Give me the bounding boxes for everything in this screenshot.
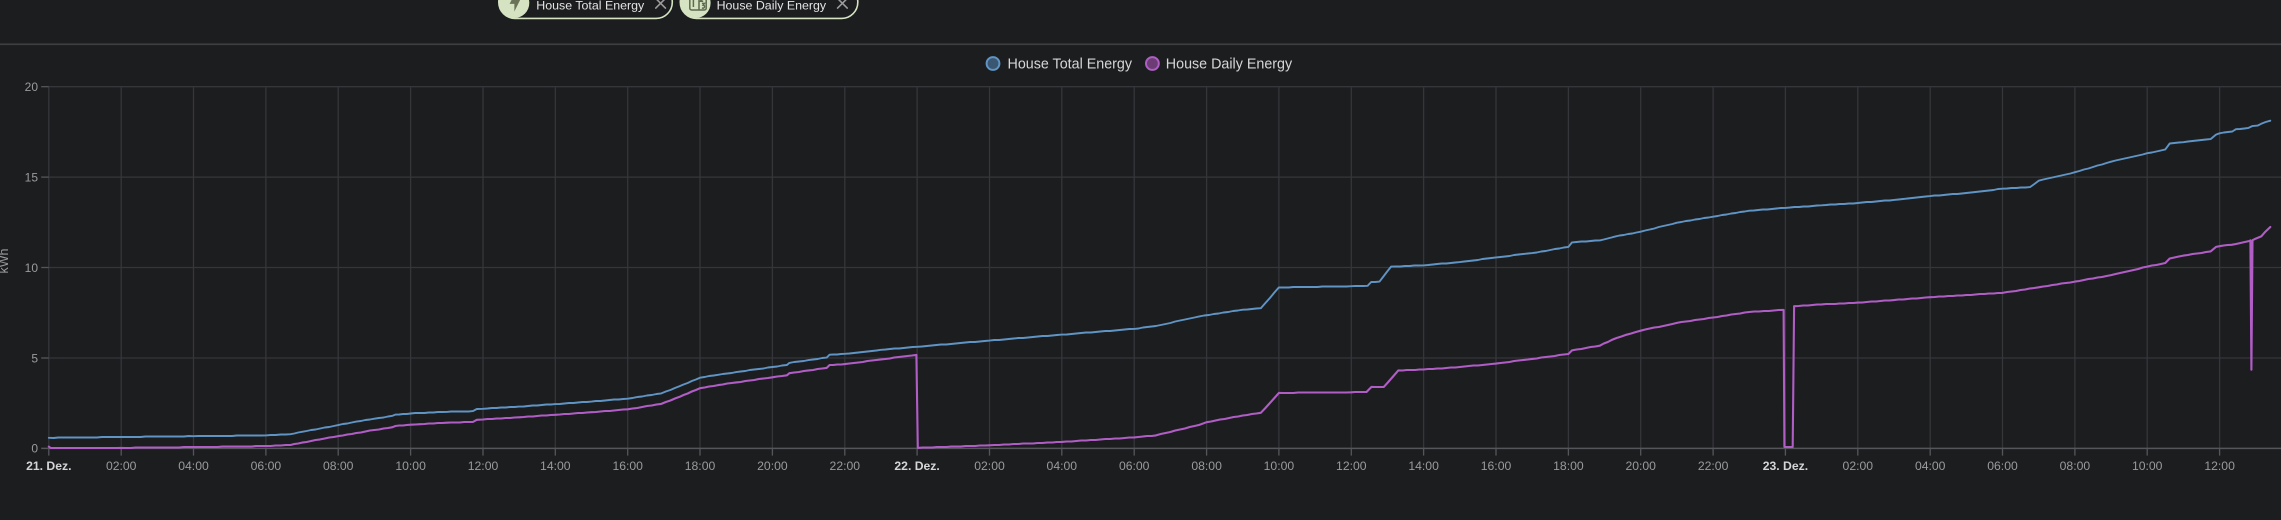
- svg-text:14:00: 14:00: [540, 459, 571, 473]
- svg-text:08:00: 08:00: [2060, 459, 2091, 473]
- svg-text:10:00: 10:00: [1264, 459, 1295, 473]
- svg-text:08:00: 08:00: [1191, 459, 1222, 473]
- svg-text:House Total Energy: House Total Energy: [536, 0, 645, 12]
- svg-text:10:00: 10:00: [395, 459, 426, 473]
- svg-text:16:00: 16:00: [1481, 459, 1512, 473]
- svg-text:22. Dez.: 22. Dez.: [894, 459, 939, 473]
- svg-text:22:00: 22:00: [830, 459, 861, 473]
- svg-text:08:00: 08:00: [323, 459, 354, 473]
- svg-text:06:00: 06:00: [1119, 459, 1150, 473]
- svg-text:02:00: 02:00: [106, 459, 137, 473]
- svg-text:10:00: 10:00: [2132, 459, 2163, 473]
- svg-text:02:00: 02:00: [974, 459, 1005, 473]
- svg-text:House Total Energy: House Total Energy: [1008, 56, 1133, 72]
- svg-text:23. Dez.: 23. Dez.: [1763, 459, 1808, 473]
- svg-text:12:00: 12:00: [1336, 459, 1367, 473]
- svg-text:02:00: 02:00: [1843, 459, 1874, 473]
- svg-text:0: 0: [31, 442, 38, 456]
- svg-text:18:00: 18:00: [685, 459, 716, 473]
- svg-text:06:00: 06:00: [1987, 459, 2018, 473]
- svg-text:10: 10: [25, 261, 39, 275]
- svg-text:15: 15: [25, 170, 39, 184]
- svg-text:22:00: 22:00: [1698, 459, 1729, 473]
- svg-text:House Daily Energy: House Daily Energy: [717, 0, 827, 12]
- svg-text:04:00: 04:00: [1915, 459, 1946, 473]
- svg-text:kWh: kWh: [0, 248, 11, 273]
- svg-text:21. Dez.: 21. Dez.: [26, 459, 71, 473]
- svg-text:04:00: 04:00: [178, 459, 209, 473]
- svg-text:20: 20: [25, 80, 39, 94]
- svg-text:18:00: 18:00: [1553, 459, 1584, 473]
- svg-text:House Daily Energy: House Daily Energy: [1166, 56, 1293, 72]
- svg-text:16:00: 16:00: [612, 459, 643, 473]
- svg-text:04:00: 04:00: [1047, 459, 1078, 473]
- svg-text:14:00: 14:00: [1408, 459, 1439, 473]
- svg-text:20:00: 20:00: [1625, 459, 1656, 473]
- svg-text:12:00: 12:00: [468, 459, 499, 473]
- svg-text:20:00: 20:00: [757, 459, 788, 473]
- svg-text:12:00: 12:00: [2204, 459, 2235, 473]
- svg-text:06:00: 06:00: [251, 459, 282, 473]
- svg-text:5: 5: [31, 351, 38, 365]
